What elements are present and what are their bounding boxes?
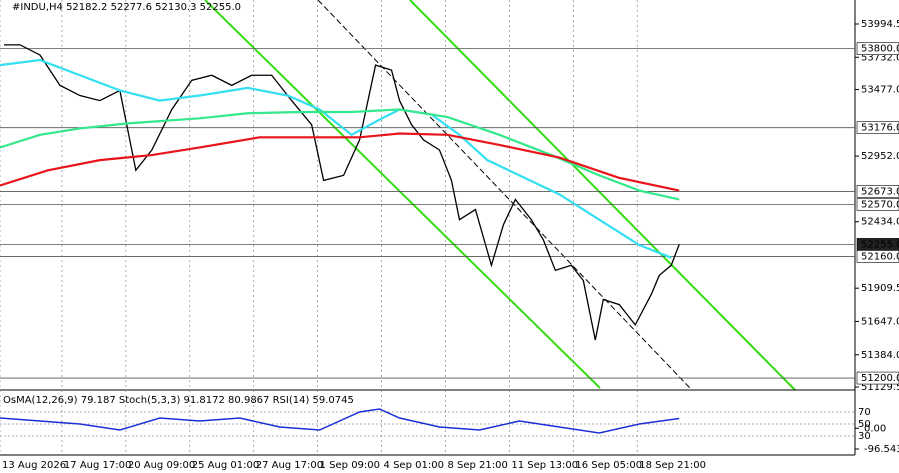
series-line <box>0 132 680 192</box>
y-tick-label: 51909.5 <box>861 283 899 294</box>
x-tick-label: 13 Aug 2026 <box>2 460 66 471</box>
y-tick-label: 51129.5 <box>861 382 899 393</box>
level-tag <box>856 198 899 211</box>
osc-tick-label: 70 <box>858 407 871 418</box>
x-tick-label: 11 Sep 13:00 <box>511 460 578 471</box>
channel-line <box>409 0 796 391</box>
series-line <box>0 58 672 259</box>
x-tick-label: 18 Sep 21:00 <box>639 460 706 471</box>
level-tag <box>856 121 899 135</box>
level-label: 52160.0 <box>861 251 899 262</box>
x-tick-label: 16 Sep 05:00 <box>575 460 642 471</box>
indicator-label: OsMA(12,26,9) 79.187 Stoch(5,3,3) 91.817… <box>3 395 354 406</box>
osma-tick-label: -96.543 <box>864 444 899 455</box>
level-tag <box>856 42 899 55</box>
level-tag <box>856 250 899 263</box>
level-label: 53800.0 <box>861 44 899 55</box>
series-line <box>0 408 680 434</box>
x-tick-label: 1 Sep 09:00 <box>320 460 380 471</box>
osma-tick-label: 0.00 <box>864 423 886 434</box>
x-tick-label: 17 Aug 17:00 <box>64 460 131 471</box>
osc-tick-label: 30 <box>858 431 871 442</box>
level-label: 52570.0 <box>861 199 899 210</box>
trend-lines <box>204 0 796 391</box>
x-tick-label: 20 Aug 09:00 <box>128 460 195 471</box>
x-tick-label: 4 Sep 01:00 <box>384 460 444 471</box>
level-tag <box>856 371 899 385</box>
series-line <box>3 44 680 341</box>
osc-tick-label: 50 <box>858 419 871 430</box>
y-tick-label: 52434.0 <box>861 217 899 228</box>
level-tag <box>856 185 899 198</box>
level-label: 53176.0 <box>861 123 899 134</box>
x-tick-label: 27 Aug 17:00 <box>256 460 323 471</box>
y-tick-label: 51647.0 <box>861 316 899 327</box>
level-label: 51200.0 <box>861 373 899 384</box>
x-tick-label: 8 Sep 21:00 <box>447 460 507 471</box>
series-line <box>0 108 680 201</box>
chart-title: #INDU,H4 52182.2 52277.6 52130.3 52255.0 <box>12 2 241 13</box>
y-tick-label: 53477.0 <box>861 85 899 96</box>
y-tick-label: 52952.0 <box>861 151 899 162</box>
y-tick-label: 51384.0 <box>861 350 899 361</box>
y-tick-label: 53994.5 <box>861 19 899 30</box>
level-label: 52673.0 <box>861 186 899 197</box>
channel-line <box>204 0 601 389</box>
y-tick-label: 53732.0 <box>861 52 899 63</box>
x-tick-label: 25 Aug 01:00 <box>192 460 259 471</box>
level-label: 52255.0 <box>861 239 899 250</box>
